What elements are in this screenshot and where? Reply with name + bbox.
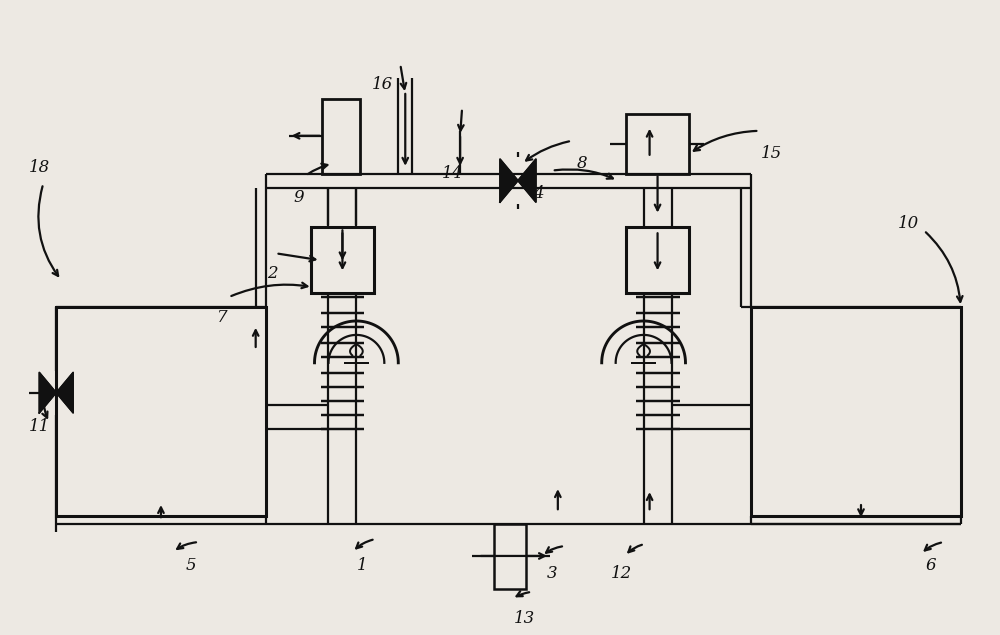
Text: 12: 12 <box>611 565 632 582</box>
Text: 5: 5 <box>186 558 196 575</box>
Text: 4: 4 <box>533 185 543 202</box>
Text: 11: 11 <box>29 418 50 435</box>
Bar <box>626 114 689 173</box>
Bar <box>494 524 526 589</box>
Text: 8: 8 <box>576 155 587 172</box>
Text: 10: 10 <box>898 215 919 232</box>
Text: 16: 16 <box>372 76 393 93</box>
Text: 14: 14 <box>442 165 463 182</box>
Text: 13: 13 <box>514 610 536 627</box>
Text: 3: 3 <box>547 565 557 582</box>
Bar <box>626 227 689 293</box>
Text: 2: 2 <box>267 265 278 282</box>
Text: 7: 7 <box>217 309 228 326</box>
Text: 1: 1 <box>357 558 368 575</box>
Polygon shape <box>500 159 536 202</box>
Bar <box>322 99 360 173</box>
Text: 9: 9 <box>293 189 304 206</box>
Text: 15: 15 <box>761 145 782 162</box>
Text: 18: 18 <box>29 159 50 176</box>
Bar <box>311 227 374 293</box>
Bar <box>56 307 266 516</box>
Polygon shape <box>39 372 73 413</box>
Text: 6: 6 <box>925 558 936 575</box>
Bar <box>751 307 961 516</box>
